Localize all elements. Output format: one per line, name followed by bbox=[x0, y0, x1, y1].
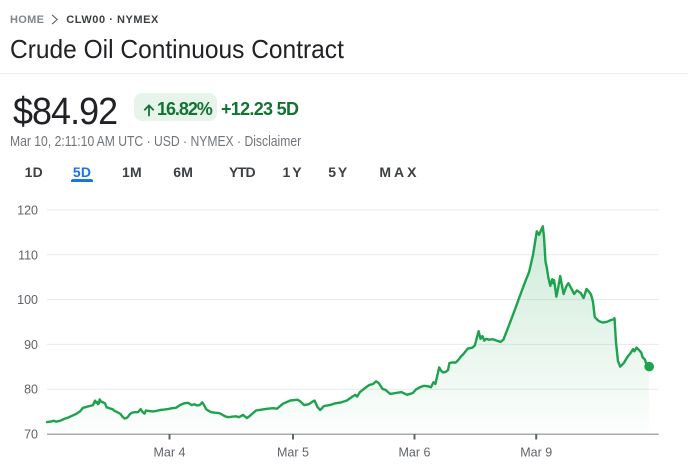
svg-text:Mar 4: Mar 4 bbox=[154, 446, 186, 460]
svg-text:100: 100 bbox=[17, 293, 38, 307]
svg-text:Mar 5: Mar 5 bbox=[277, 446, 309, 460]
svg-text:110: 110 bbox=[18, 248, 38, 262]
svg-text:120: 120 bbox=[17, 203, 38, 217]
svg-text:70: 70 bbox=[24, 428, 38, 442]
svg-text:Mar 6: Mar 6 bbox=[399, 446, 431, 460]
svg-text:80: 80 bbox=[24, 383, 38, 397]
svg-text:Mar 9: Mar 9 bbox=[520, 446, 552, 460]
svg-text:90: 90 bbox=[24, 338, 38, 352]
